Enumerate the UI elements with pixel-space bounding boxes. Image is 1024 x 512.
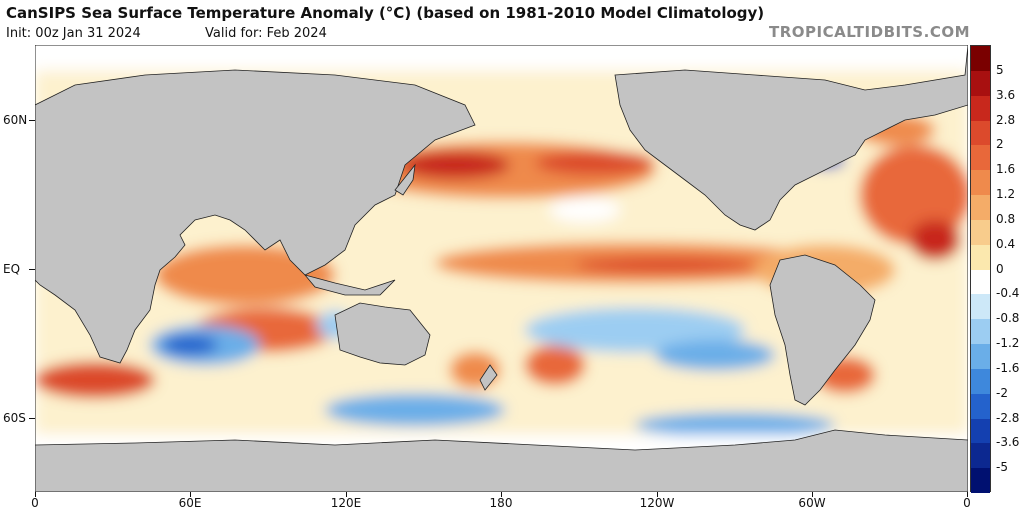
init-time: Init: 00z Jan 31 2024: [6, 26, 141, 41]
colorbar-segment: [971, 418, 990, 444]
colorbar-segment: [971, 145, 990, 171]
colorbar-label: -0.8: [996, 311, 1020, 326]
map-title: CanSIPS Sea Surface Temperature Anomaly …: [6, 4, 765, 22]
colorbar-label: 1.6: [996, 162, 1016, 177]
lon-label-120w: 120W: [639, 496, 675, 510]
colorbar-segment: [971, 195, 990, 221]
lat-label-eq: EQ: [3, 262, 21, 276]
colorbar-segment: [971, 368, 990, 395]
colorbar-segment: [971, 393, 990, 419]
colorbar-label: -0.4: [996, 286, 1020, 301]
colorbar-segment: [971, 46, 990, 72]
colorbar-segment: [971, 269, 990, 295]
colorbar-segment: [971, 120, 990, 146]
colorbar-label: -1.2: [996, 336, 1020, 350]
lon-label-0: 0: [31, 496, 39, 510]
land-masses: [35, 45, 968, 492]
colorbar-label: -5: [996, 460, 1008, 475]
colorbar-label: 5: [996, 62, 1004, 77]
colorbar-label: -2.8: [996, 410, 1020, 425]
colorbar-segment: [971, 344, 990, 370]
colorbar-segment: [971, 294, 990, 320]
brand-watermark: TROPICALTIDBITS.COM: [769, 23, 970, 41]
colorbar-segment: [971, 95, 990, 121]
lon-label-120e: 120E: [330, 496, 362, 510]
colorbar-label: 0: [996, 261, 1004, 276]
lon-label-60w: 60W: [798, 496, 826, 510]
colorbar-label: 0.8: [996, 211, 1016, 226]
colorbar-label: 3.6: [996, 87, 1016, 102]
colorbar-label: -1.6: [996, 360, 1020, 375]
colorbar-segment: [971, 170, 990, 196]
colorbar-segment: [971, 244, 990, 270]
lat-label-60n: 60N: [3, 113, 28, 127]
lon-label-180: 180: [489, 496, 513, 510]
colorbar-label: 1.2: [996, 187, 1016, 201]
colorbar-label: 2.8: [996, 112, 1016, 127]
colorbar-segment: [971, 468, 990, 494]
lon-label-0-end: 0: [963, 496, 971, 510]
colorbar: [970, 45, 991, 494]
colorbar-segment: [971, 443, 990, 469]
colorbar-label: 2: [996, 137, 1004, 152]
colorbar-segment: [971, 319, 990, 345]
colorbar-label: -2: [996, 385, 1008, 400]
lat-label-60s: 60S: [3, 411, 26, 425]
colorbar-label: -3.6: [996, 435, 1020, 450]
colorbar-label: 0.4: [996, 236, 1016, 251]
colorbar-segment: [971, 219, 990, 246]
colorbar-segment: [971, 70, 990, 97]
valid-time: Valid for: Feb 2024: [205, 26, 327, 41]
lon-label-60e: 60E: [178, 496, 202, 510]
sst-anomaly-map: [35, 45, 968, 492]
